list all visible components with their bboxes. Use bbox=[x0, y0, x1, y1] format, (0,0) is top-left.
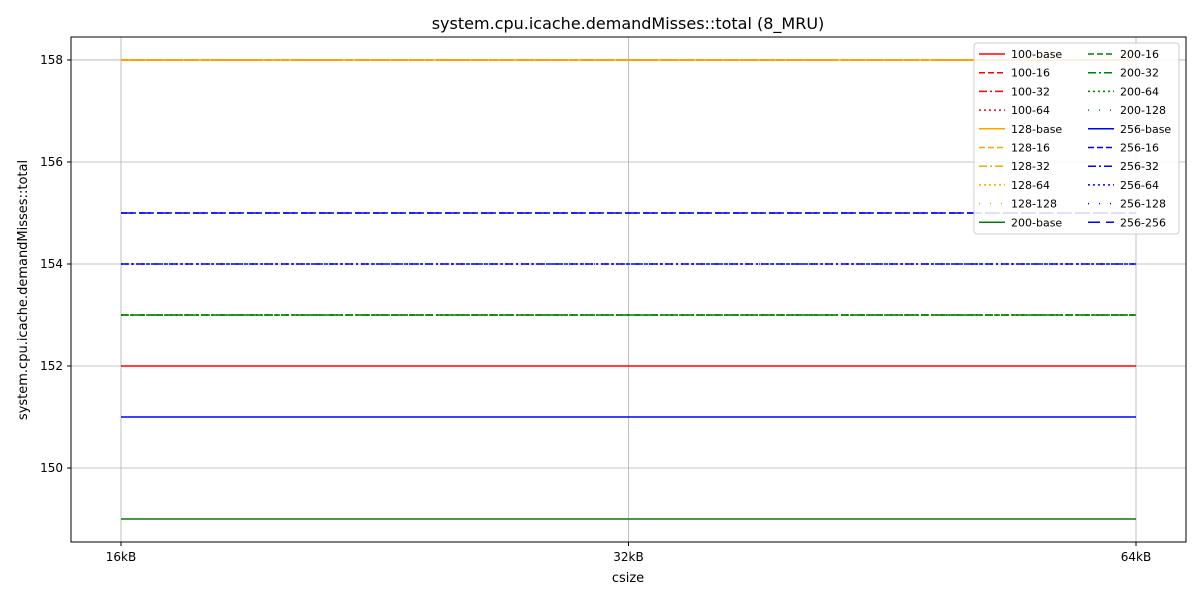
legend-label-100-base: 100-base bbox=[1011, 48, 1062, 61]
y-tick-label: 156 bbox=[40, 155, 63, 169]
legend-label-200-128: 200-128 bbox=[1120, 104, 1166, 117]
legend-label-200-32: 200-32 bbox=[1120, 67, 1159, 80]
x-axis-label: csize bbox=[612, 571, 644, 586]
legend-label-256-128: 256-128 bbox=[1120, 198, 1166, 211]
series-lines bbox=[121, 59, 1136, 520]
legend-label-256-16: 256-16 bbox=[1120, 142, 1159, 155]
y-tick-label: 150 bbox=[40, 461, 63, 475]
legend-label-256-64: 256-64 bbox=[1120, 179, 1159, 192]
legend-label-100-16: 100-16 bbox=[1011, 67, 1050, 80]
legend-label-256-256: 256-256 bbox=[1120, 216, 1166, 229]
legend-label-100-32: 100-32 bbox=[1011, 85, 1050, 98]
y-tick-label: 158 bbox=[40, 53, 63, 67]
axis-ticks: 16kB 32kB 64kB 150 152 154 156 158 bbox=[40, 53, 1151, 564]
legend-label-128-32: 128-32 bbox=[1011, 160, 1050, 173]
legend-label-256-32: 256-32 bbox=[1120, 160, 1159, 173]
y-tick-label: 154 bbox=[40, 257, 63, 271]
legend-label-128-16: 128-16 bbox=[1011, 142, 1050, 155]
legend-label-256-base: 256-base bbox=[1120, 123, 1171, 136]
x-tick-label: 64kB bbox=[1121, 550, 1151, 564]
legend-label-100-64: 100-64 bbox=[1011, 104, 1050, 117]
x-tick-label: 32kB bbox=[613, 550, 643, 564]
legend-label-128-128: 128-128 bbox=[1011, 198, 1057, 211]
legend-box bbox=[973, 42, 1180, 235]
legend: 100-base 100-16 100-32 100-64 128-base 128-16… bbox=[973, 42, 1180, 235]
y-tick-label: 152 bbox=[40, 359, 63, 373]
legend-label-128-64: 128-64 bbox=[1011, 179, 1050, 192]
legend-label-200-64: 200-64 bbox=[1120, 85, 1159, 98]
chart-title: system.cpu.icache.demandMisses::total (8… bbox=[432, 14, 825, 34]
legend-label-128-base: 128-base bbox=[1011, 123, 1062, 136]
y-axis-label: system.cpu.icache.demandMisses::total bbox=[16, 160, 31, 420]
x-tick-label: 16kB bbox=[106, 550, 136, 564]
legend-label-200-base: 200-base bbox=[1011, 216, 1062, 229]
legend-label-200-16: 200-16 bbox=[1120, 48, 1159, 61]
